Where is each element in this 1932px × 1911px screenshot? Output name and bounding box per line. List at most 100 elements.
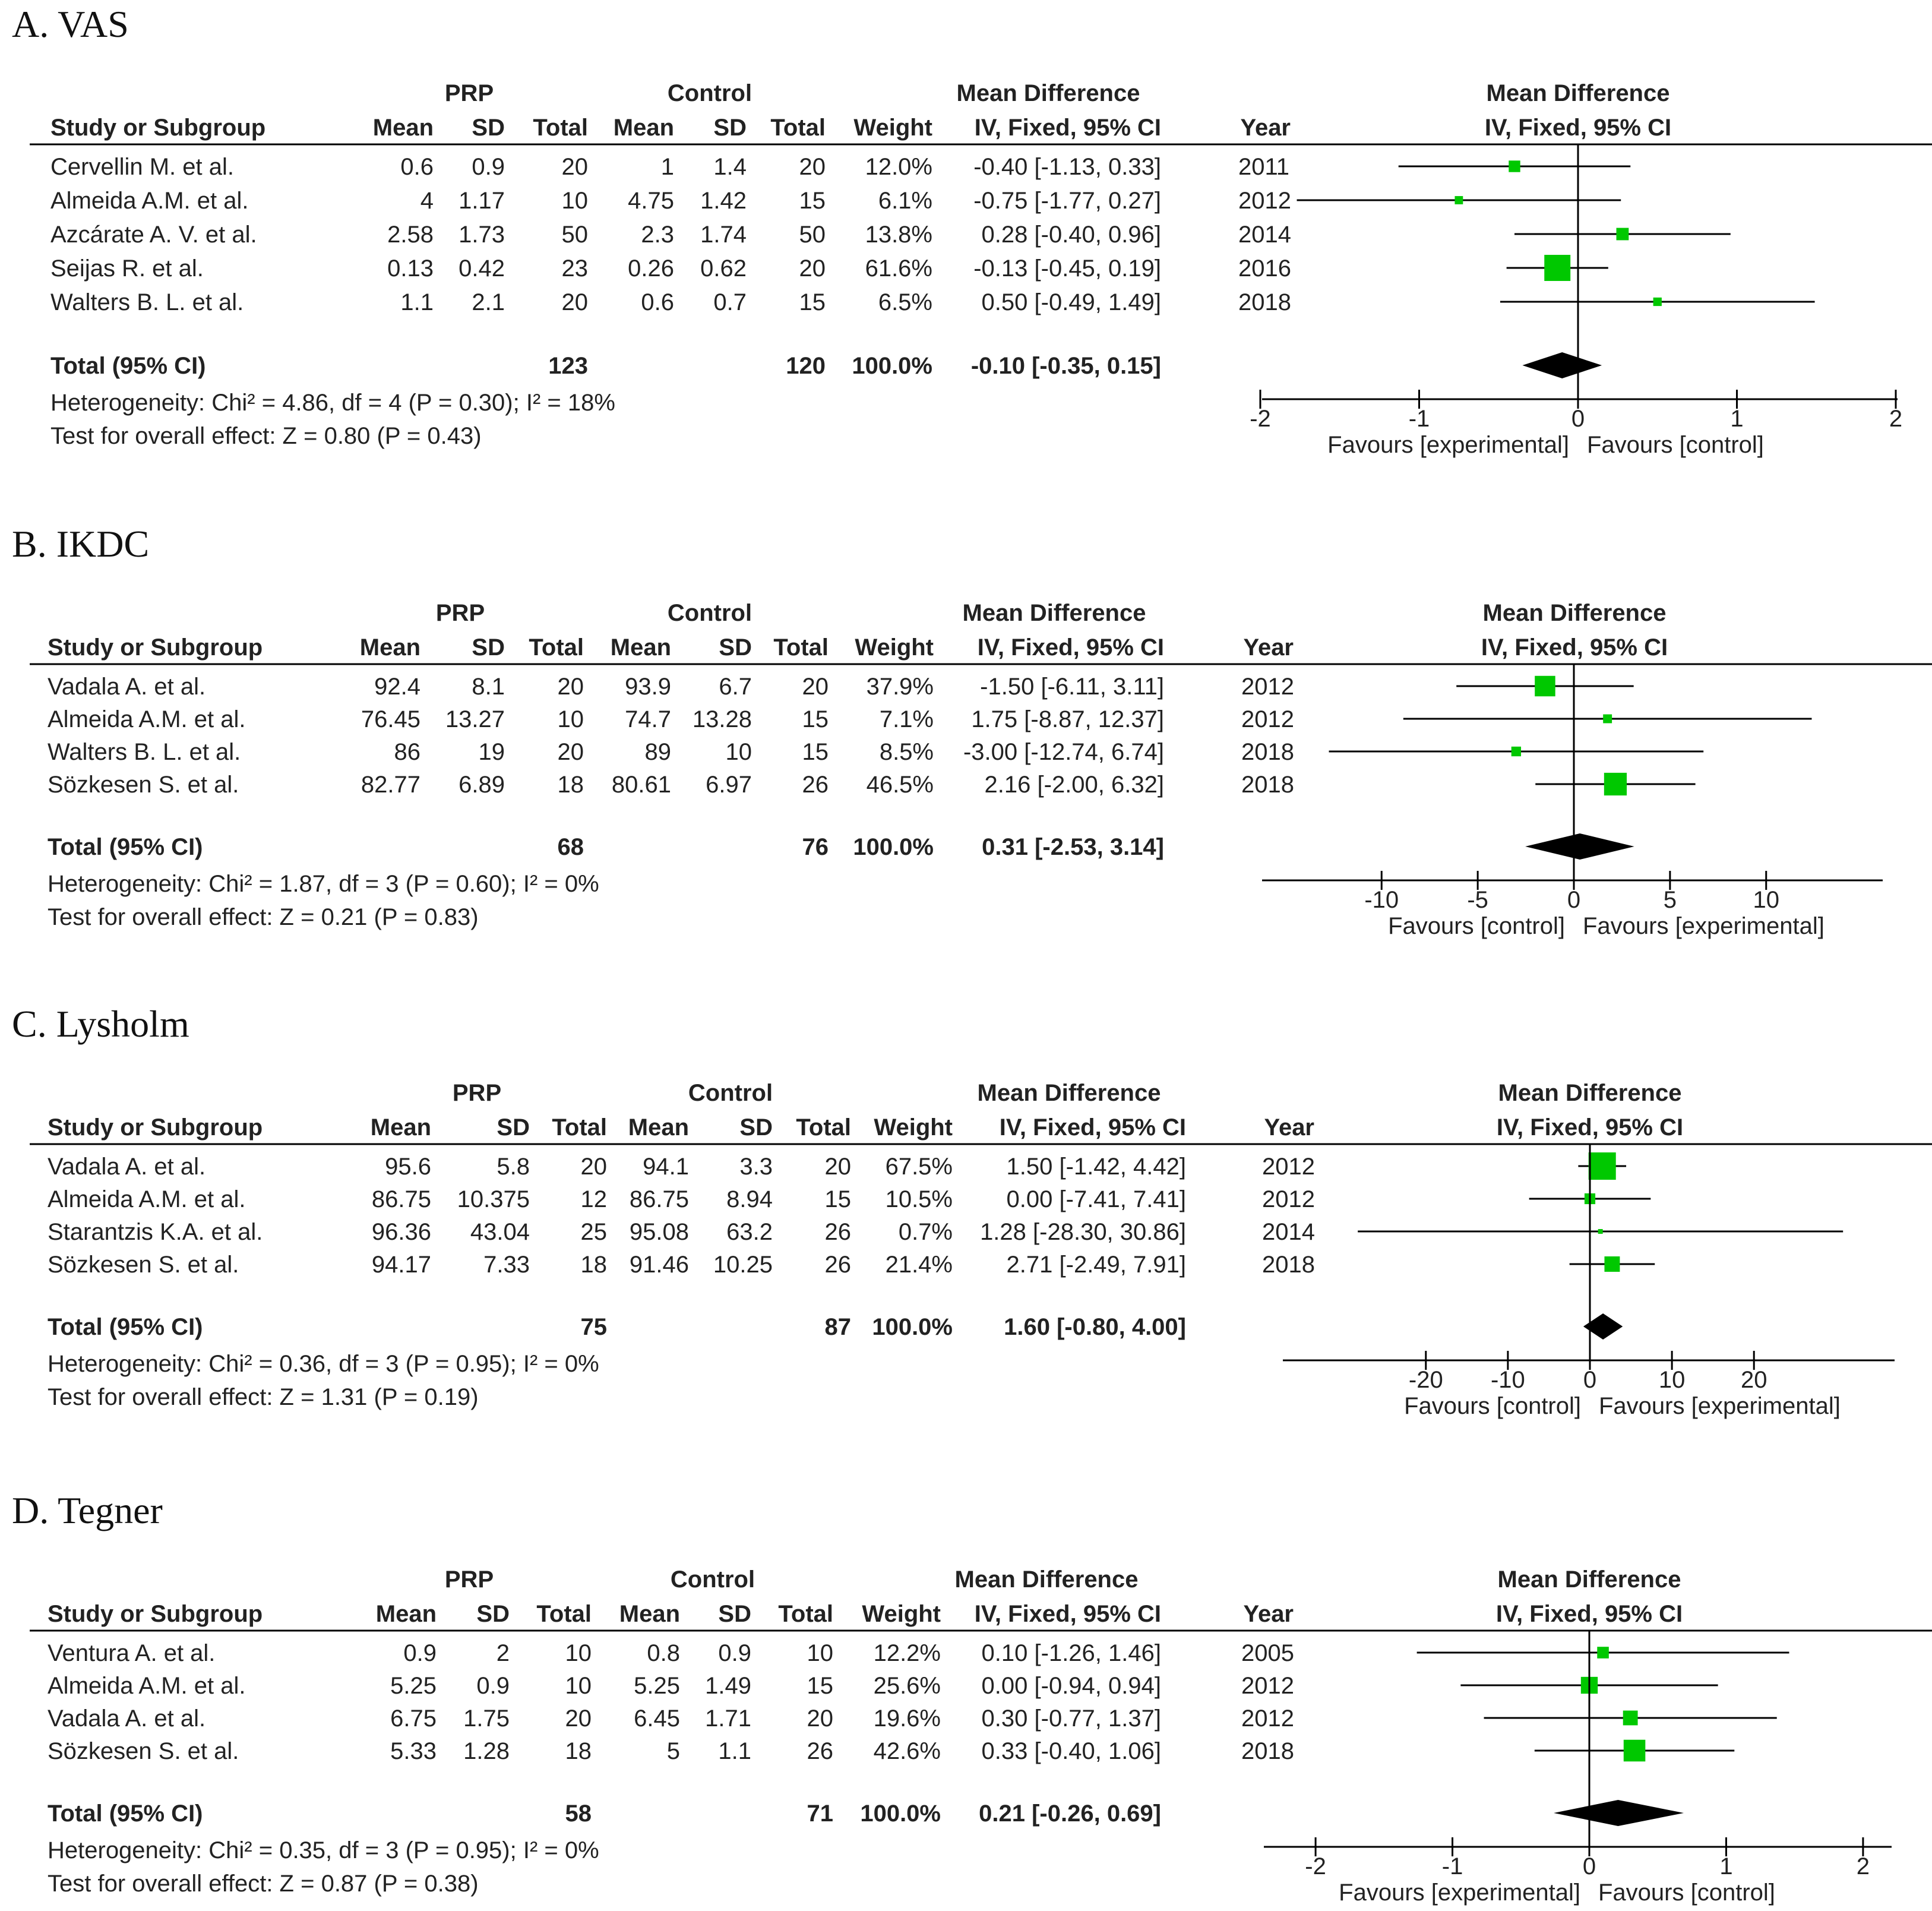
exp-total: 10: [565, 1640, 592, 1666]
study-name: Vadala A. et al.: [48, 674, 205, 700]
ctrl-total: 20: [807, 1705, 834, 1732]
overall-effect-text: Test for overall effect: Z = 0.80 (P = 0…: [50, 423, 482, 449]
study-name: Walters B. L. et al.: [50, 289, 244, 315]
exp-mean: 0.13: [387, 255, 434, 282]
ctrl-sd: 1.42: [700, 188, 747, 214]
effect-marker: [1604, 772, 1627, 796]
study-year: 2018: [1241, 772, 1294, 798]
exp-total: 23: [562, 255, 589, 282]
column-header: SD: [472, 634, 505, 661]
column-header: Weight: [862, 1601, 941, 1627]
column-header: Year: [1243, 1601, 1294, 1627]
study-ci: 0.33 [-0.40, 1.06]: [982, 1738, 1161, 1764]
column-header: Total: [552, 1114, 607, 1141]
x-tick-label: 0: [1583, 1853, 1596, 1880]
exp-total: 25: [581, 1219, 608, 1245]
total-exp: 68: [558, 834, 584, 860]
column-header: Mean: [360, 634, 420, 661]
x-tick-label: 2: [1857, 1853, 1870, 1880]
total-ci: -0.10 [-0.35, 0.15]: [971, 353, 1161, 379]
ctrl-total: 20: [799, 154, 826, 180]
exp-total: 18: [565, 1738, 592, 1764]
exp-mean: 5.25: [390, 1673, 437, 1699]
study-weight: 10.5%: [886, 1186, 953, 1212]
study-year: 2012: [1241, 1673, 1294, 1699]
exp-mean: 0.6: [400, 154, 434, 180]
plot-subheader: IV, Fixed, 95% CI: [1497, 1114, 1683, 1141]
ctrl-mean: 6.45: [634, 1705, 680, 1732]
study-name: Almeida A.M. et al.: [48, 1673, 245, 1699]
ctrl-sd: 0.9: [718, 1640, 751, 1666]
ctrl-total: 26: [802, 772, 829, 798]
ctrl-sd: 6.7: [719, 674, 752, 700]
study-year: 2018: [1238, 289, 1291, 315]
favours-right-label: Favours [experimental]: [1583, 913, 1825, 939]
ctrl-sd: 3.3: [739, 1154, 773, 1180]
ctrl-total: 15: [802, 739, 829, 765]
total-ctrl: 76: [802, 834, 829, 860]
favours-right-label: Favours [experimental]: [1599, 1393, 1841, 1419]
group-header-ctrl: Control: [668, 80, 752, 106]
total-weight: 100.0%: [860, 1801, 941, 1827]
total-exp: 123: [548, 353, 588, 379]
exp-total: 10: [558, 706, 584, 732]
x-tick-label: 0: [1567, 887, 1580, 913]
study-name: Azcárate A. V. et al.: [50, 222, 257, 248]
ctrl-mean: 0.8: [647, 1640, 680, 1666]
effect-marker: [1588, 1152, 1616, 1180]
column-header: Total: [536, 1601, 592, 1627]
ctrl-total: 15: [825, 1186, 852, 1212]
ctrl-sd: 1.49: [705, 1673, 751, 1699]
column-header: Study or Subgroup: [48, 1114, 263, 1141]
exp-total: 50: [562, 222, 589, 248]
overall-effect-text: Test for overall effect: Z = 0.87 (P = 0…: [48, 1871, 479, 1897]
column-header: Total: [770, 115, 826, 141]
x-tick-label: 0: [1571, 406, 1585, 432]
study-ci: 1.28 [-28.30, 30.86]: [980, 1219, 1186, 1245]
ctrl-sd: 6.97: [706, 772, 752, 798]
study-weight: 61.6%: [865, 255, 932, 282]
total-weight: 100.0%: [872, 1314, 953, 1340]
effect-marker: [1544, 255, 1571, 281]
column-header: IV, Fixed, 95% CI: [978, 634, 1164, 661]
column-header: IV, Fixed, 95% CI: [975, 115, 1161, 141]
column-header: SD: [472, 115, 505, 141]
effect-marker: [1597, 1647, 1609, 1659]
ctrl-total: 15: [807, 1673, 834, 1699]
column-header: Weight: [874, 1114, 953, 1141]
group-header-plot: Mean Difference: [1498, 1080, 1682, 1106]
total-label: Total (95% CI): [50, 353, 206, 379]
favours-left-label: Favours [experimental]: [1327, 432, 1569, 458]
ctrl-total: 15: [802, 706, 829, 732]
x-tick-label: -1: [1409, 406, 1430, 432]
favours-left-label: Favours [experimental]: [1339, 1880, 1580, 1906]
study-year: 2018: [1241, 1738, 1294, 1764]
x-tick-label: 1: [1719, 1853, 1732, 1880]
study-year: 2016: [1238, 255, 1291, 282]
column-header: Weight: [855, 634, 934, 661]
study-weight: 21.4%: [886, 1252, 953, 1278]
ctrl-total: 15: [799, 289, 826, 315]
study-ci: -0.13 [-0.45, 0.19]: [973, 255, 1161, 282]
overall-effect-text: Test for overall effect: Z = 1.31 (P = 0…: [48, 1384, 479, 1410]
study-year: 2012: [1238, 188, 1291, 214]
exp-total: 10: [565, 1673, 592, 1699]
study-ci: 2.16 [-2.00, 6.32]: [985, 772, 1164, 798]
study-weight: 46.5%: [867, 772, 934, 798]
exp-mean: 4: [420, 188, 434, 214]
forest-panel-1: A. VAS PRP Control Mean Difference Mean Diff…: [12, 3, 1932, 458]
study-ci: 0.50 [-0.49, 1.49]: [982, 289, 1161, 315]
exp-mean: 95.6: [385, 1154, 431, 1180]
ctrl-mean: 89: [645, 739, 672, 765]
column-header: SD: [713, 115, 747, 141]
ctrl-sd: 1.71: [705, 1705, 751, 1732]
ctrl-total: 20: [799, 255, 826, 282]
x-tick-label: -2: [1305, 1853, 1326, 1880]
ctrl-sd: 63.2: [726, 1219, 773, 1245]
study-name: Walters B. L. et al.: [48, 739, 241, 765]
group-header-md: Mean Difference: [963, 600, 1146, 626]
x-tick-label: 1: [1730, 406, 1743, 432]
group-header-plot: Mean Difference: [1487, 80, 1670, 106]
column-header: Mean: [373, 115, 434, 141]
column-header: Total: [533, 115, 588, 141]
